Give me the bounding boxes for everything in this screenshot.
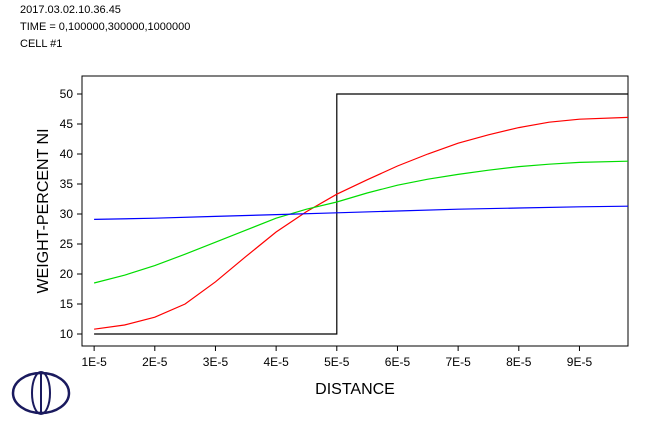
header-date: 2017.03.02.10.36.45: [20, 4, 121, 16]
x-tick-label: 8E-5: [506, 355, 532, 369]
series-line-3: [93, 160, 629, 284]
series-layer: [93, 93, 629, 335]
header-block: 2017.03.02.10.36.45 TIME = 0,100000,3000…: [20, 2, 190, 53]
x-tick-label: 1E-5: [81, 355, 107, 369]
x-tick-label: 6E-5: [385, 355, 411, 369]
y-tick-label: 20: [60, 267, 74, 281]
x-tick-label: 9E-5: [567, 355, 593, 369]
series-line-2: [94, 116, 629, 330]
y-tick-label: 45: [60, 117, 74, 131]
x-tick-label: 4E-5: [263, 355, 289, 369]
x-tick-label: 2E-5: [142, 355, 168, 369]
y-tick-label: 10: [60, 327, 74, 341]
y-tick-label: 35: [60, 177, 74, 191]
y-tick-label: 50: [60, 87, 74, 101]
x-axis-title: DISTANCE: [315, 381, 395, 398]
header-time-line: TIME = 0,100000,300000,1000000: [20, 21, 191, 33]
header-cell: CELL #1: [20, 38, 63, 50]
y-tick-label: 40: [60, 147, 74, 161]
x-axis-ticks: 1E-5 2E-5 3E-5 4E-5 5E-5 6E-5 7E-5 8E-5 9E-5: [81, 346, 592, 369]
y-tick-label: 25: [60, 237, 74, 251]
logo-icon: [11, 371, 71, 415]
y-tick-label: 30: [60, 207, 74, 221]
plot-frame: [81, 75, 629, 347]
y-axis-title: WEIGHT-PERCENT NI: [35, 128, 52, 293]
series-line-1: [94, 93, 628, 335]
series-line-4: [94, 205, 629, 220]
x-tick-label: 3E-5: [203, 355, 229, 369]
y-axis-ticks: 10 15 20 25 30 35 40 45 50: [60, 87, 82, 341]
x-tick-label: 5E-5: [324, 355, 350, 369]
y-tick-label: 15: [60, 297, 74, 311]
x-tick-label: 7E-5: [445, 355, 471, 369]
